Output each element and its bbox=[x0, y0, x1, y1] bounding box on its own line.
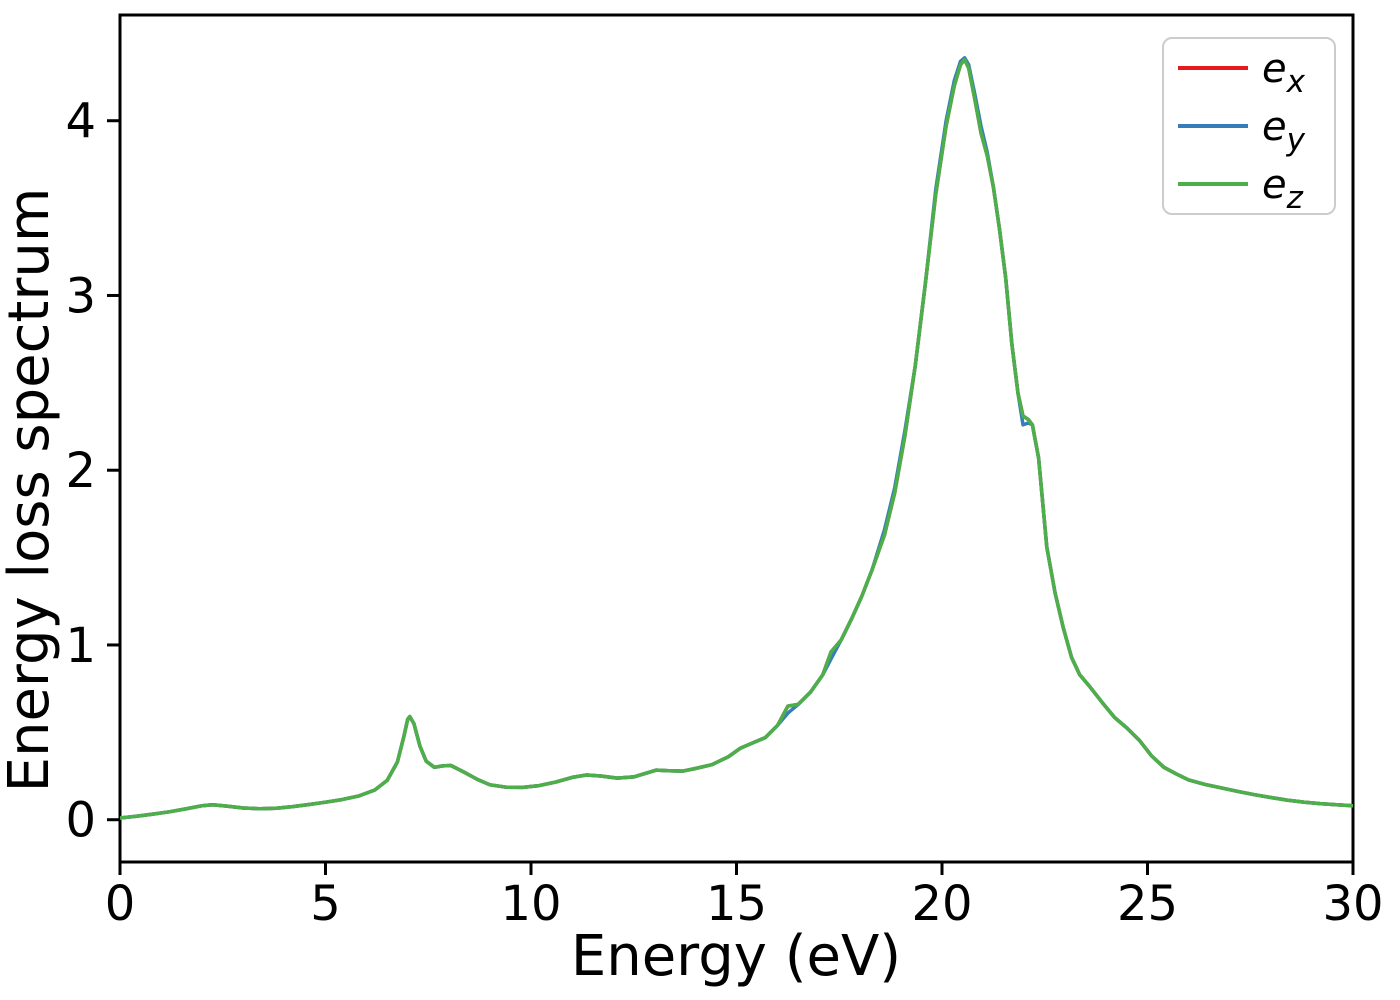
legend-box bbox=[1162, 37, 1336, 215]
x-tick-label: 30 bbox=[1322, 876, 1383, 932]
x-tick-label: 5 bbox=[310, 876, 341, 932]
y-tick-label: 4 bbox=[65, 94, 96, 150]
y-axis-ticks: 0 1 2 3 4 bbox=[65, 94, 120, 849]
legend-label-ex: ex bbox=[1262, 46, 1306, 100]
x-tick-label: 25 bbox=[1117, 876, 1178, 932]
series-curve-e_z bbox=[120, 57, 1353, 820]
y-tick-label: 3 bbox=[65, 268, 96, 324]
y-tick-label: 1 bbox=[65, 618, 96, 674]
y-axis-label: Energy loss spectrum bbox=[0, 188, 62, 793]
y-tick-label: 2 bbox=[65, 443, 96, 499]
y-tick-label: 0 bbox=[65, 793, 96, 849]
x-axis-label: Energy (eV) bbox=[571, 924, 901, 989]
x-tick-label: 0 bbox=[105, 876, 136, 932]
series-group bbox=[120, 56, 1353, 820]
x-tick-label: 20 bbox=[911, 876, 972, 932]
x-axis-ticks: 0 5 10 15 20 25 30 bbox=[105, 862, 1384, 932]
legend-label-ez: ez bbox=[1262, 162, 1304, 216]
legend: ex ey ez bbox=[1162, 37, 1336, 216]
x-tick-label: 10 bbox=[500, 876, 561, 932]
legend-label-ey: ey bbox=[1262, 104, 1306, 158]
x-tick-label: 15 bbox=[706, 876, 767, 932]
